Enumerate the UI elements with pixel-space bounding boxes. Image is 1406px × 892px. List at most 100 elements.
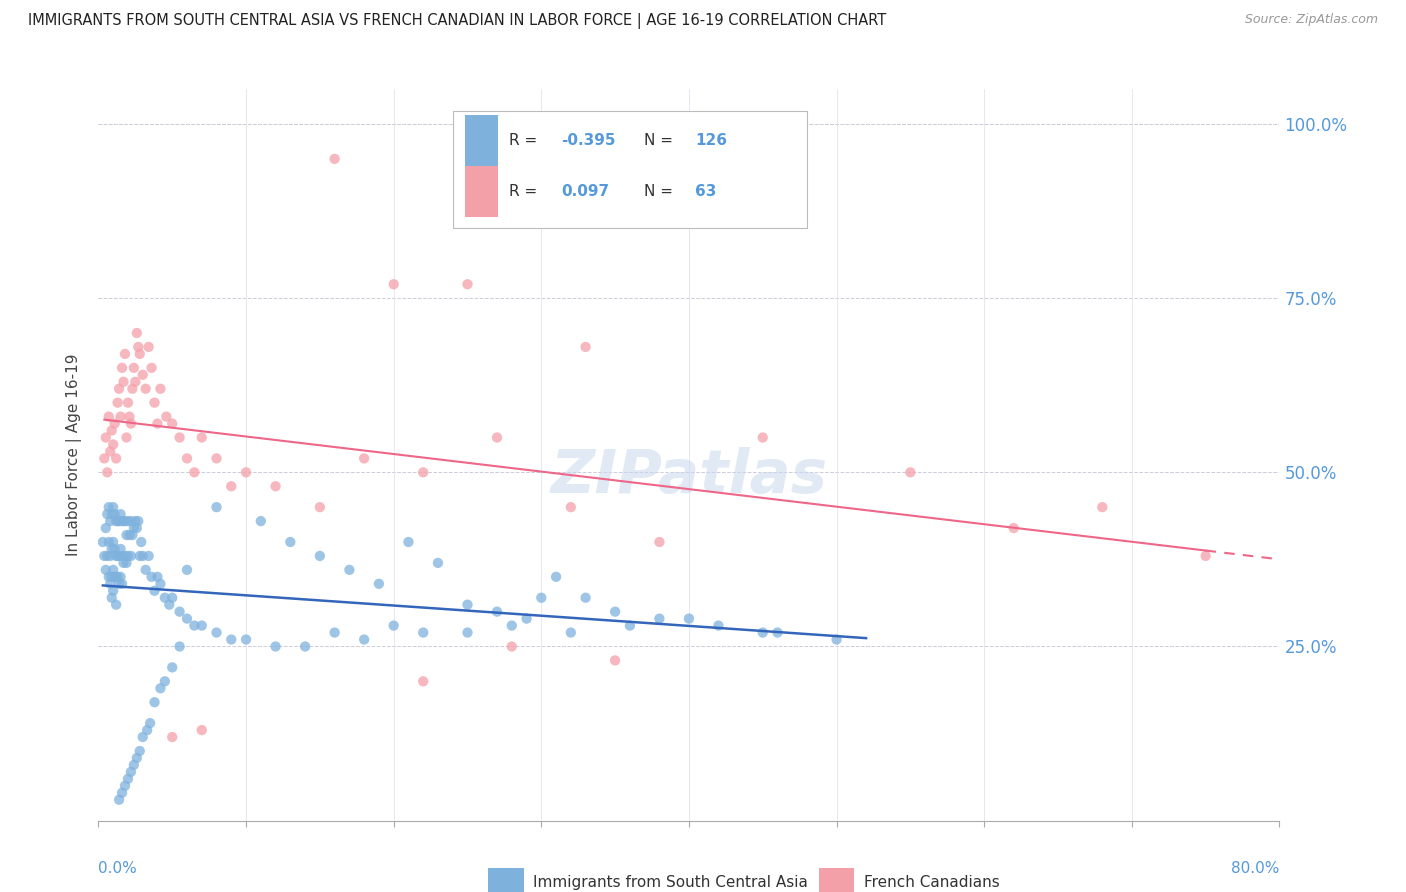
Point	[219, 479, 242, 493]
Point	[108, 382, 131, 396]
Point	[94, 521, 117, 535]
Point	[132, 549, 155, 563]
Point	[169, 430, 191, 444]
Point	[97, 500, 120, 515]
Point	[143, 695, 166, 709]
Point	[104, 507, 127, 521]
Point	[100, 570, 122, 584]
Point	[515, 612, 537, 626]
Point	[112, 375, 135, 389]
Point	[132, 368, 155, 382]
Point	[412, 625, 434, 640]
Point	[605, 605, 627, 619]
Point	[117, 514, 139, 528]
Point	[97, 535, 120, 549]
Point	[104, 541, 127, 556]
Point	[143, 395, 166, 409]
Point	[900, 466, 922, 480]
Point	[121, 382, 143, 396]
Point	[125, 751, 148, 765]
Point	[143, 583, 166, 598]
Point	[105, 549, 128, 563]
Point	[98, 549, 121, 563]
Point	[205, 625, 228, 640]
Point	[104, 417, 127, 431]
Point	[115, 556, 138, 570]
Point	[124, 514, 146, 528]
Point	[107, 395, 129, 409]
Text: -0.395: -0.395	[561, 133, 616, 148]
Y-axis label: In Labor Force | Age 16-19: In Labor Force | Age 16-19	[66, 353, 83, 557]
Point	[96, 466, 118, 480]
Point	[114, 779, 136, 793]
Point	[574, 591, 596, 605]
Point	[155, 409, 177, 424]
Point	[128, 744, 150, 758]
Point	[149, 382, 172, 396]
Point	[250, 514, 273, 528]
Point	[396, 535, 419, 549]
FancyBboxPatch shape	[818, 868, 855, 892]
Point	[146, 570, 169, 584]
Point	[153, 591, 176, 605]
Point	[122, 758, 145, 772]
Point	[162, 591, 183, 605]
Point	[105, 598, 128, 612]
Point	[546, 570, 568, 584]
Point	[117, 395, 139, 409]
Text: N =: N =	[644, 184, 678, 199]
Point	[427, 556, 450, 570]
Point	[382, 277, 405, 292]
Point	[118, 528, 141, 542]
Point	[104, 570, 127, 584]
Point	[98, 576, 121, 591]
Point	[560, 625, 582, 640]
Text: 80.0%: 80.0%	[1232, 861, 1279, 876]
Point	[103, 583, 125, 598]
Point	[91, 535, 114, 549]
Text: N =: N =	[644, 133, 678, 148]
Point	[353, 451, 375, 466]
Point	[124, 375, 146, 389]
Point	[103, 563, 125, 577]
Point	[98, 514, 121, 528]
Point	[127, 340, 149, 354]
Point	[707, 618, 730, 632]
Point	[309, 549, 332, 563]
Text: ZIPatlas: ZIPatlas	[550, 448, 828, 507]
Text: French Canadians: French Canadians	[863, 875, 1000, 890]
Point	[128, 347, 150, 361]
FancyBboxPatch shape	[488, 868, 523, 892]
Point	[169, 605, 191, 619]
Point	[120, 417, 142, 431]
Point	[111, 549, 134, 563]
Point	[94, 430, 117, 444]
Point	[125, 521, 148, 535]
Point	[456, 625, 478, 640]
FancyBboxPatch shape	[464, 166, 498, 218]
Point	[219, 632, 242, 647]
Point	[146, 417, 169, 431]
Point	[97, 409, 120, 424]
Point	[191, 430, 214, 444]
Point	[486, 430, 509, 444]
Point	[108, 576, 131, 591]
Point	[108, 793, 131, 807]
Point	[648, 612, 671, 626]
Point	[751, 625, 773, 640]
Point	[264, 479, 287, 493]
Point	[98, 444, 121, 458]
Point	[176, 451, 198, 466]
Point	[125, 326, 148, 340]
Point	[157, 598, 180, 612]
Point	[122, 521, 145, 535]
Point	[176, 612, 198, 626]
Point	[108, 514, 131, 528]
Point	[110, 541, 132, 556]
Point	[183, 466, 205, 480]
Point	[129, 535, 152, 549]
Point	[136, 723, 159, 737]
Point	[103, 500, 125, 515]
Point	[103, 437, 125, 451]
Point	[456, 598, 478, 612]
